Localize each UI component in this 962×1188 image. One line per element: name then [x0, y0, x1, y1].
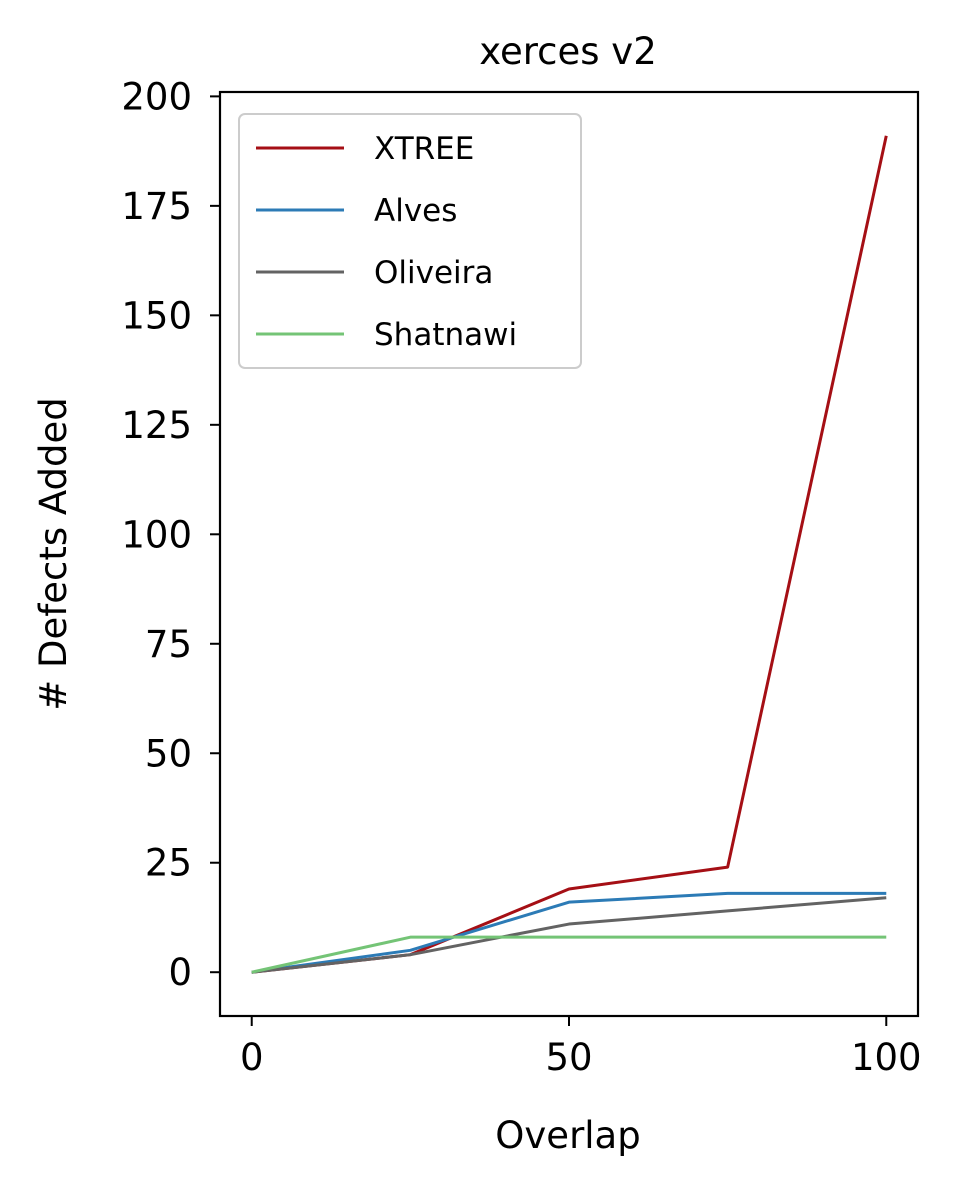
- legend-frame: [238, 113, 582, 369]
- y-tick-label: 75: [145, 623, 192, 666]
- y-tick-label: 100: [121, 513, 192, 556]
- y-tick-label: 0: [168, 951, 192, 994]
- series-layer: [251, 135, 888, 974]
- series-line-oliveira: [251, 896, 887, 974]
- legend-item-alves: Alves: [256, 193, 457, 229]
- y-axis-label: # Defects Added: [32, 397, 75, 711]
- x-axis: 0 50 100: [240, 1016, 922, 1079]
- legend-item-shatnawi: Shatnawi: [256, 317, 517, 353]
- legend-item-oliveira: Oliveira: [256, 255, 493, 291]
- x-tick-label: 0: [240, 1036, 264, 1079]
- y-tick-label: 50: [145, 732, 192, 775]
- y-tick-label: 175: [121, 185, 192, 228]
- y-tick-label: 150: [121, 294, 192, 337]
- chart-title: xerces v2: [479, 30, 657, 73]
- series-line-shatnawi: [251, 935, 887, 974]
- legend-item-xtree: XTREE: [256, 131, 474, 167]
- legend-label: Shatnawi: [374, 317, 517, 353]
- y-tick-label: 25: [145, 842, 192, 885]
- x-tick-label: 100: [851, 1036, 922, 1079]
- legend-label: XTREE: [374, 131, 474, 167]
- y-tick-label: 200: [121, 75, 192, 118]
- x-axis-label: Overlap: [495, 1114, 640, 1157]
- legend-label: Oliveira: [374, 255, 493, 291]
- series-line-alves: [251, 891, 887, 974]
- y-axis: 0 25 50 75 100 125 150 175 200: [121, 75, 220, 994]
- legend: XTREE Alves Oliveira Shatnawi: [238, 113, 582, 369]
- y-tick-label: 125: [121, 404, 192, 447]
- x-tick-label: 50: [545, 1036, 592, 1079]
- legend-label: Alves: [374, 193, 457, 229]
